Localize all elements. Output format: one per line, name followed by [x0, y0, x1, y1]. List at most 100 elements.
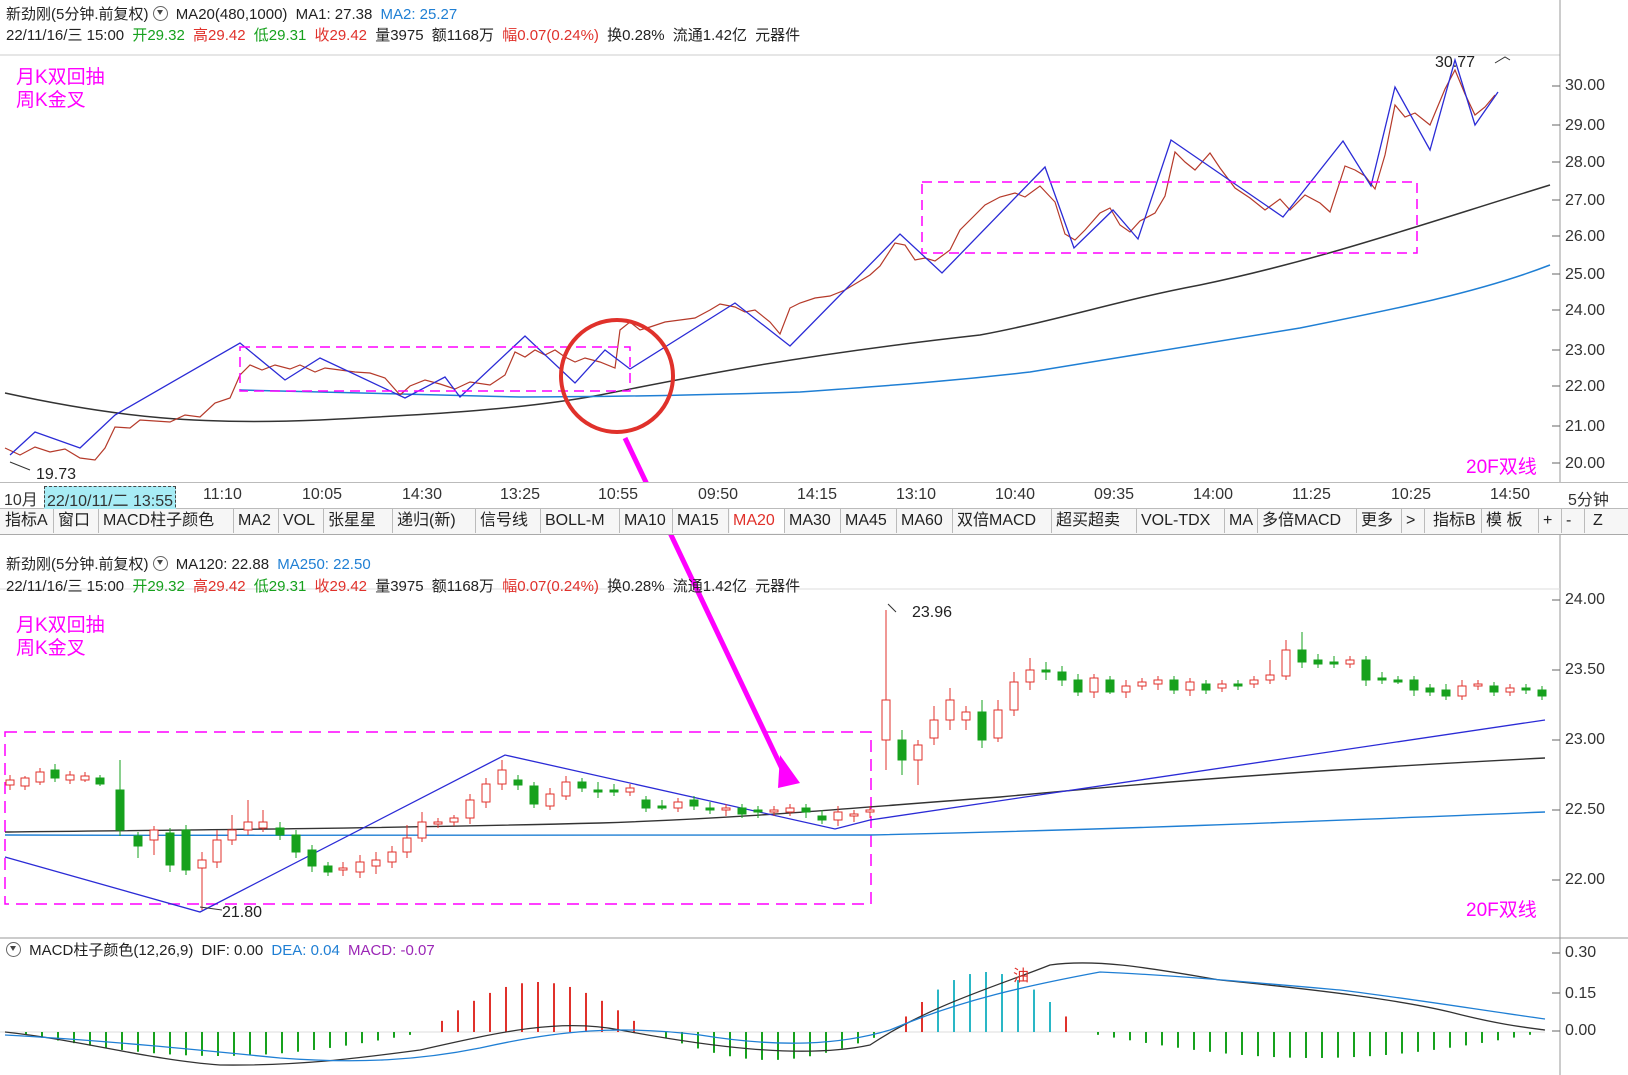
candle-body [737, 807, 747, 815]
quote-close: 收29.42 [314, 578, 368, 595]
top-high-label: 30.77 [1435, 54, 1476, 71]
candle-body [417, 821, 427, 839]
candle-body [913, 744, 923, 761]
top-consolidation-box-2 [921, 181, 1418, 254]
quote-amount: 额1168万 [431, 578, 495, 595]
quote-float: 流通1.42亿 [672, 27, 747, 44]
candle-body [513, 779, 523, 786]
candle-body [1153, 679, 1163, 685]
top-ma-short-line [239, 264, 1551, 398]
candle-body [1265, 674, 1275, 681]
toolbar-tab[interactable]: 超买超卖 [1053, 509, 1137, 533]
candle-body [1185, 681, 1195, 691]
toolbar-tab[interactable]: 指标B [1430, 509, 1482, 533]
candle-body [1233, 683, 1243, 687]
candle-body [929, 719, 939, 739]
time-label: 11:25 [1292, 486, 1331, 503]
toolbar-tab[interactable]: 多倍MACD [1259, 509, 1357, 533]
period-label[interactable]: 5分钟 [1568, 492, 1609, 509]
dropdown-icon[interactable] [152, 6, 168, 21]
top-y-label: 24.00 [1565, 302, 1606, 319]
toolbar-tab[interactable]: MA60 [898, 509, 953, 533]
candle-body [115, 789, 125, 831]
macd-dif: DIF: 0.00 [201, 942, 264, 959]
quote-close: 收29.42 [314, 27, 368, 44]
toolbar-next-button[interactable]: > [1403, 509, 1425, 533]
candle-body [1361, 659, 1371, 681]
candle-body [1025, 669, 1035, 683]
candle-body [338, 867, 348, 871]
toolbar-tab-active[interactable]: MA20 [730, 509, 785, 533]
toolbar-tab[interactable]: VOL-TDX [1138, 509, 1225, 533]
toolbar-tab[interactable]: MA2 [235, 509, 279, 533]
candle-body [1041, 669, 1051, 673]
toolbar-tab[interactable]: MA [1226, 509, 1258, 533]
candle-body [721, 807, 731, 811]
candle-body [1473, 683, 1483, 687]
toolbar-tab[interactable]: BOLL-M [542, 509, 620, 533]
candle-body [65, 774, 75, 781]
toolbar-tab[interactable]: 递归(新) [394, 509, 476, 533]
candle-body [1393, 679, 1403, 683]
toolbar-tab[interactable]: MA45 [842, 509, 897, 533]
candle-body [35, 771, 45, 783]
toolbar-tab[interactable]: MA30 [786, 509, 841, 533]
candle-body [625, 787, 635, 793]
quote-open: 开29.32 [132, 27, 185, 44]
time-label: 10:55 [598, 486, 639, 503]
macd-chart [0, 962, 1546, 1066]
top-y-label: 27.00 [1565, 192, 1606, 209]
macd-dif-line [4, 962, 1546, 1066]
toolbar-z-button[interactable]: Z [1593, 512, 1603, 529]
toolbar-zoom-in-button[interactable]: + [1540, 509, 1562, 533]
candle-body [577, 781, 587, 789]
macd-y-label: 0.00 [1565, 1022, 1597, 1039]
time-label: 10:40 [995, 486, 1036, 503]
toolbar-tab[interactable]: MACD柱子颜色 [100, 509, 234, 533]
toolbar-tab[interactable]: 模 板 [1483, 509, 1539, 533]
toolbar-tab[interactable]: 窗口 [55, 509, 99, 533]
toolbar-tab[interactable]: MA15 [674, 509, 729, 533]
candle-body [212, 839, 222, 863]
toolbar-tab[interactable]: MA10 [621, 509, 673, 533]
toolbar-tab[interactable]: 更多 [1358, 509, 1402, 533]
time-label: 14:50 [1490, 486, 1531, 503]
candle-body [50, 769, 60, 779]
candle-body [1409, 679, 1419, 691]
toolbar-tab[interactable]: 双倍MACD [954, 509, 1052, 533]
macd-y-label: 0.30 [1565, 944, 1597, 961]
candle-body [1425, 687, 1435, 693]
candle-body [561, 781, 571, 797]
toolbar-tab[interactable]: 信号线 [477, 509, 541, 533]
toolbar-tab[interactable]: VOL [280, 509, 324, 533]
candle-body [181, 829, 191, 871]
top-price-line [4, 68, 1496, 461]
macd-y-ticks [1552, 952, 1560, 1032]
dropdown-icon[interactable] [152, 556, 168, 571]
time-label: 10:05 [302, 486, 343, 503]
candle-body [433, 821, 443, 825]
candle-body [165, 832, 175, 866]
mid-chart-header: 新劲刚(5分钟.前复权) MA120: 22.88 MA250: 22.50 [6, 554, 375, 576]
candle-body [1201, 683, 1211, 691]
candle-body [1297, 649, 1307, 663]
candle-body [673, 801, 683, 809]
mid-low-label: 21.80 [222, 904, 263, 921]
mid-corner-label: 20F双线 [1466, 900, 1537, 921]
toolbar-tab[interactable]: 指标A [2, 509, 54, 533]
focus-circle [559, 318, 675, 434]
quote-turnover: 换0.28% [607, 27, 665, 44]
top-ma2: MA2: 25.27 [380, 6, 458, 23]
quote-datetime: 22/11/16/三 15:00 [6, 578, 125, 595]
toolbar-zoom-out-button[interactable]: - [1563, 509, 1585, 533]
candle-body [801, 807, 811, 813]
candle-body [769, 809, 779, 813]
mid-trend-zigzag [4, 719, 1546, 913]
top-y-ticks [1552, 85, 1560, 464]
toolbar-tab[interactable]: 张星星 [325, 509, 393, 533]
candle-body [1457, 685, 1467, 697]
dropdown-icon[interactable] [6, 942, 21, 957]
candle-body [1057, 671, 1067, 681]
mid-candles [5, 610, 1547, 910]
